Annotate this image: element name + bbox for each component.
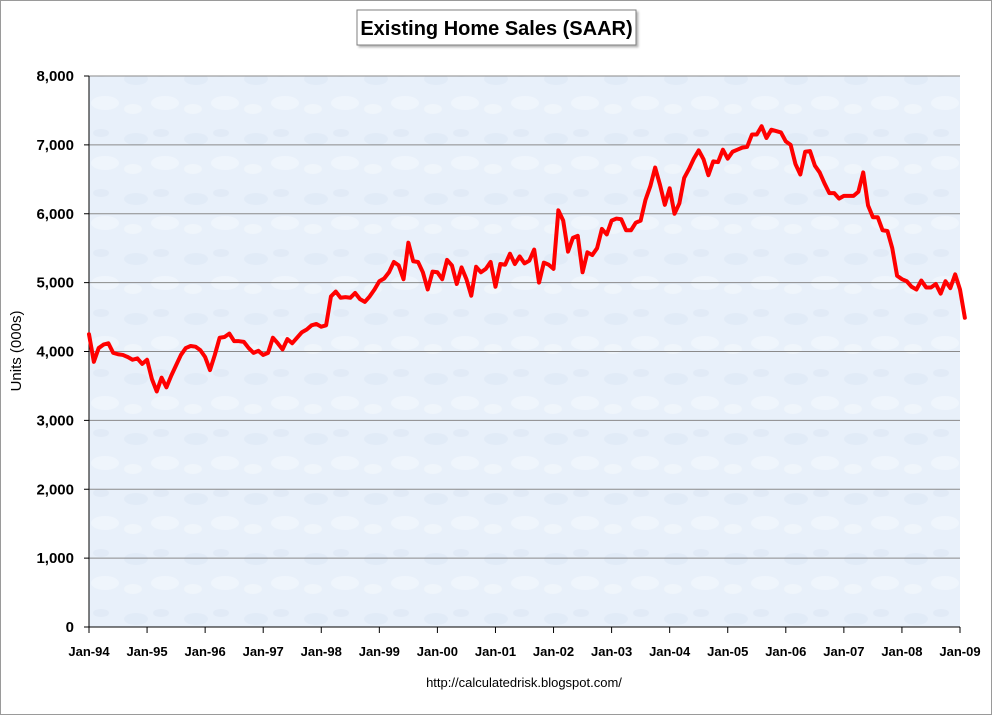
- x-tick-label: Jan-97: [243, 644, 284, 659]
- x-tick-label: Jan-98: [301, 644, 342, 659]
- title-box: Existing Home Sales (SAAR): [356, 9, 637, 46]
- x-tick-label: Jan-94: [68, 644, 110, 659]
- x-tick-label: Jan-01: [475, 644, 516, 659]
- y-tick-label: 6,000: [36, 206, 74, 223]
- x-tick-label: Jan-95: [126, 644, 167, 659]
- x-tick-label: Jan-96: [185, 644, 226, 659]
- y-tick-label: 4,000: [36, 344, 74, 361]
- grid-lines: [89, 75, 960, 559]
- y-tick-label: 3,000: [36, 412, 74, 429]
- y-tick-label: 1,000: [36, 550, 74, 567]
- x-tick-label: Jan-03: [591, 644, 632, 659]
- x-tick-label: Jan-05: [707, 644, 748, 659]
- source-url: http://calculatedrisk.blogspot.com/: [426, 675, 622, 690]
- x-tick-label: Jan-09: [939, 644, 980, 659]
- x-tick-label: Jan-04: [649, 644, 691, 659]
- x-tick-label: Jan-07: [823, 644, 864, 659]
- y-tick-label: 8,000: [36, 68, 74, 85]
- y-tick-label: 2,000: [36, 481, 74, 498]
- y-tick-label: 7,000: [36, 137, 74, 154]
- series-line: [87, 124, 967, 394]
- chart-title: Existing Home Sales (SAAR): [360, 18, 632, 40]
- y-tick-label: 0: [66, 619, 74, 636]
- y-axis-label: Units (000s): [8, 311, 25, 392]
- x-tick-label: Jan-08: [881, 644, 922, 659]
- x-tick-label: Jan-00: [417, 644, 458, 659]
- x-tick-label: Jan-06: [765, 644, 806, 659]
- x-ticks: Jan-94 Jan-95 Jan-96 Jan-97 Jan-98 Jan-99 Jan-…: [68, 627, 981, 659]
- x-tick-label: Jan-02: [533, 644, 574, 659]
- x-tick-label: Jan-99: [359, 644, 400, 659]
- y-ticks: 0 1,000 2,000 3,000 4,000 5,000 6,000 7,000 8,00…: [36, 68, 89, 636]
- y-tick-label: 5,000: [36, 275, 74, 292]
